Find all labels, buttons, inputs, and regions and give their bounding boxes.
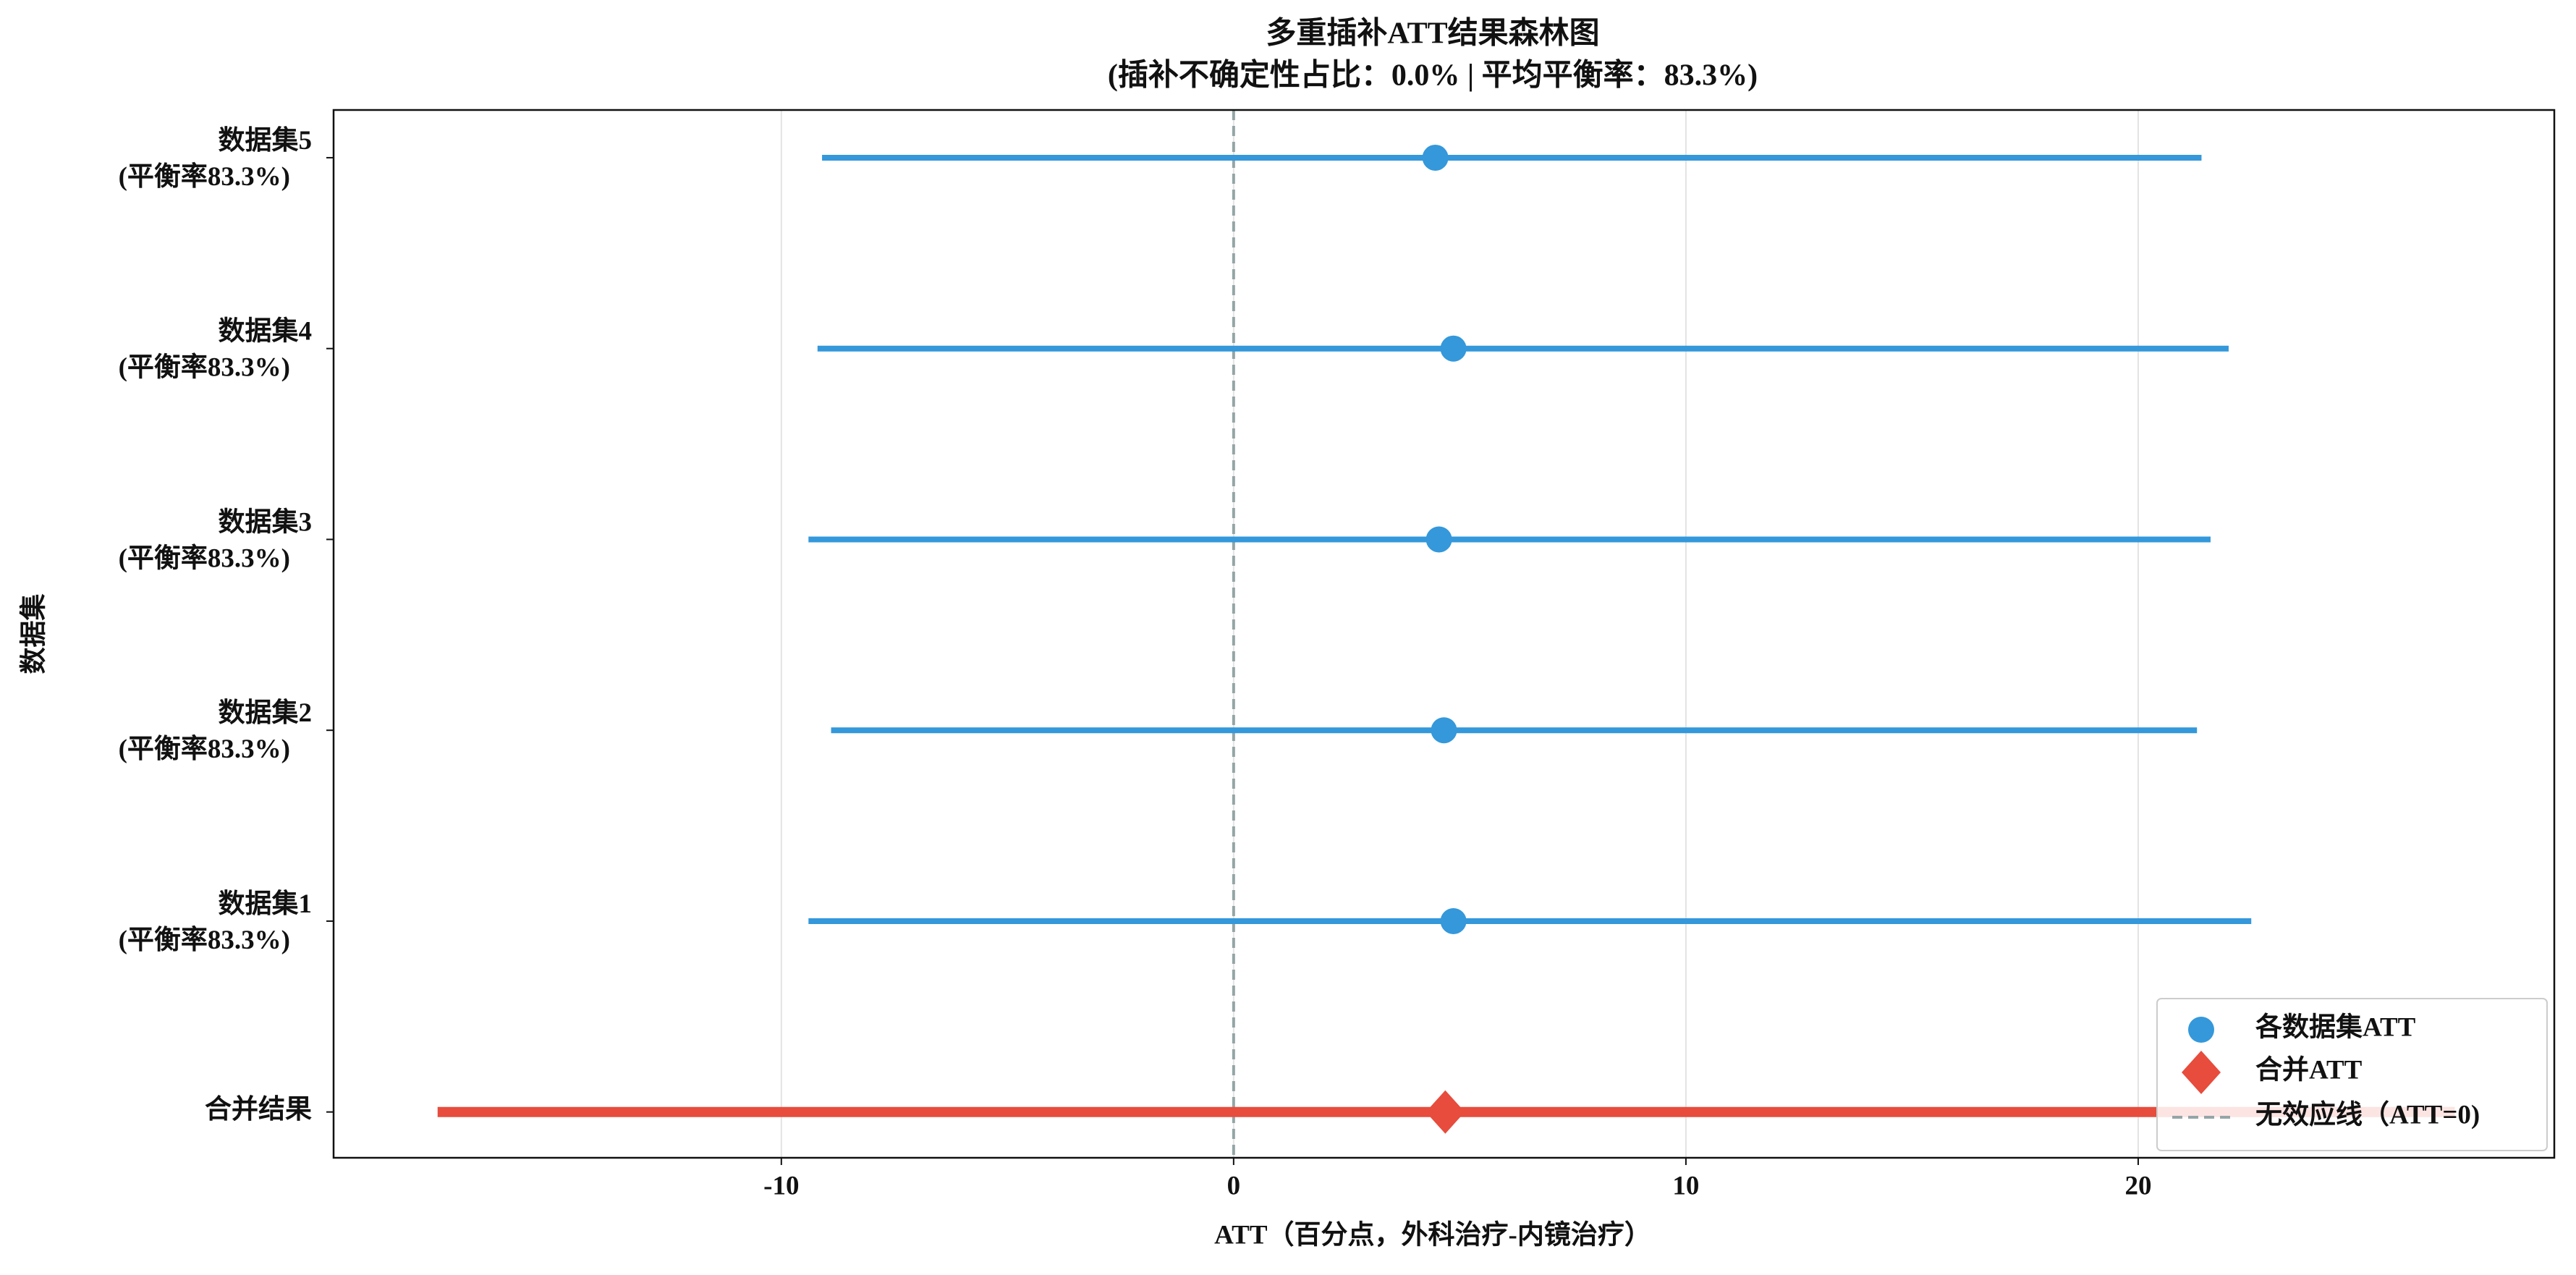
y-tick-label: 合并结果	[205, 1094, 312, 1124]
y-tick-label: 数据集5 (平衡率83.3%)	[119, 125, 312, 192]
y-tick-label: 数据集1 (平衡率83.3%)	[119, 889, 312, 955]
x-axis-label: ATT（百分点，外科治疗-内镜治疗）	[1214, 1219, 1651, 1250]
point-estimate	[1425, 526, 1452, 553]
point-estimate	[1422, 144, 1449, 171]
y-tick-label: 数据集3 (平衡率83.3%)	[119, 507, 312, 574]
point-estimate	[1440, 335, 1467, 362]
legend-marker	[2182, 1051, 2221, 1094]
point-estimate	[1425, 1090, 1465, 1134]
x-tick-label: 10	[1672, 1171, 1699, 1200]
legend-label: 无效应线（ATT=0)	[2255, 1099, 2480, 1130]
legend-label: 各数据集ATT	[2255, 1012, 2416, 1042]
y-axis-label: 数据集	[18, 594, 48, 674]
legend-label: 合并ATT	[2255, 1054, 2363, 1085]
point-estimate	[1440, 907, 1467, 934]
y-tick-label: 数据集4 (平衡率83.3%)	[119, 316, 312, 383]
y-tick-label: 数据集2 (平衡率83.3%)	[119, 698, 312, 765]
x-tick-label: 0	[1227, 1171, 1241, 1200]
legend-box	[2156, 998, 2548, 1151]
x-tick-label: 20	[2124, 1171, 2151, 1200]
x-tick-label: -10	[763, 1171, 799, 1200]
point-estimate	[1431, 717, 1457, 744]
plot-frame	[332, 109, 2556, 1159]
chart-subtitle: (插补不确定性占比：0.0% | 平均平衡率：83.3%)	[1108, 59, 1758, 93]
chart-title: 多重插补ATT结果森林图	[1266, 17, 1599, 51]
legend-marker	[2188, 1017, 2214, 1043]
